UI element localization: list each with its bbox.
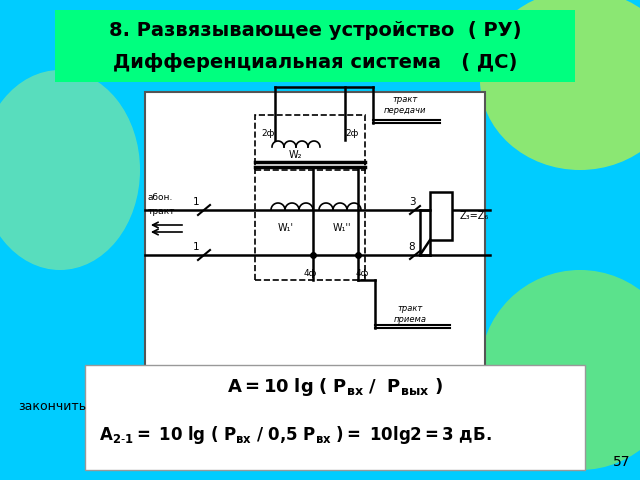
- FancyBboxPatch shape: [55, 10, 575, 82]
- Text: Дифференциальная система   ( ДС): Дифференциальная система ( ДС): [113, 52, 517, 72]
- Text: 4ф: 4ф: [303, 268, 317, 277]
- Text: $\mathbf{A_{2\text{-}1}=\ 10\ lg\ (\ P_{вх}\ /\ 0{,}5\ P_{вх}\ )=\ 10lg2=3\ дБ.}: $\mathbf{A_{2\text{-}1}=\ 10\ lg\ (\ P_{…: [99, 424, 492, 446]
- Text: тракт
приема: тракт приема: [394, 304, 426, 324]
- Bar: [255, 115, 365, 170]
- Text: закончить: закончить: [18, 400, 86, 413]
- Bar: [145, 92, 485, 392]
- Text: 1: 1: [193, 197, 199, 207]
- Text: W₁'': W₁'': [333, 223, 351, 233]
- Text: 57: 57: [613, 455, 631, 469]
- Text: W₁': W₁': [278, 223, 294, 233]
- Bar: [430, 192, 452, 240]
- Text: тракт
передачи: тракт передачи: [384, 96, 426, 115]
- Text: W₂: W₂: [288, 150, 301, 160]
- Text: абон.: абон.: [148, 193, 173, 203]
- Text: 4ф: 4ф: [355, 268, 369, 277]
- Text: 8. Развязывающее устройство  ( РУ): 8. Развязывающее устройство ( РУ): [109, 22, 521, 40]
- Text: 8: 8: [409, 242, 415, 252]
- Ellipse shape: [0, 70, 140, 270]
- Text: 2ф: 2ф: [346, 129, 358, 137]
- Text: 1: 1: [193, 242, 199, 252]
- Text: Z₃=Z₆: Z₃=Z₆: [460, 211, 489, 221]
- Text: 2ф: 2ф: [261, 129, 275, 137]
- Ellipse shape: [480, 0, 640, 170]
- Bar: [85, 365, 585, 470]
- Text: 3: 3: [409, 197, 415, 207]
- Text: $\mathbf{A= 10\ lg\ (\ P_{вх}\ /\ \ P_{вых}\ )}$: $\mathbf{A= 10\ lg\ (\ P_{вх}\ /\ \ P_{в…: [227, 376, 443, 398]
- Text: тракт: тракт: [148, 207, 175, 216]
- Ellipse shape: [480, 270, 640, 470]
